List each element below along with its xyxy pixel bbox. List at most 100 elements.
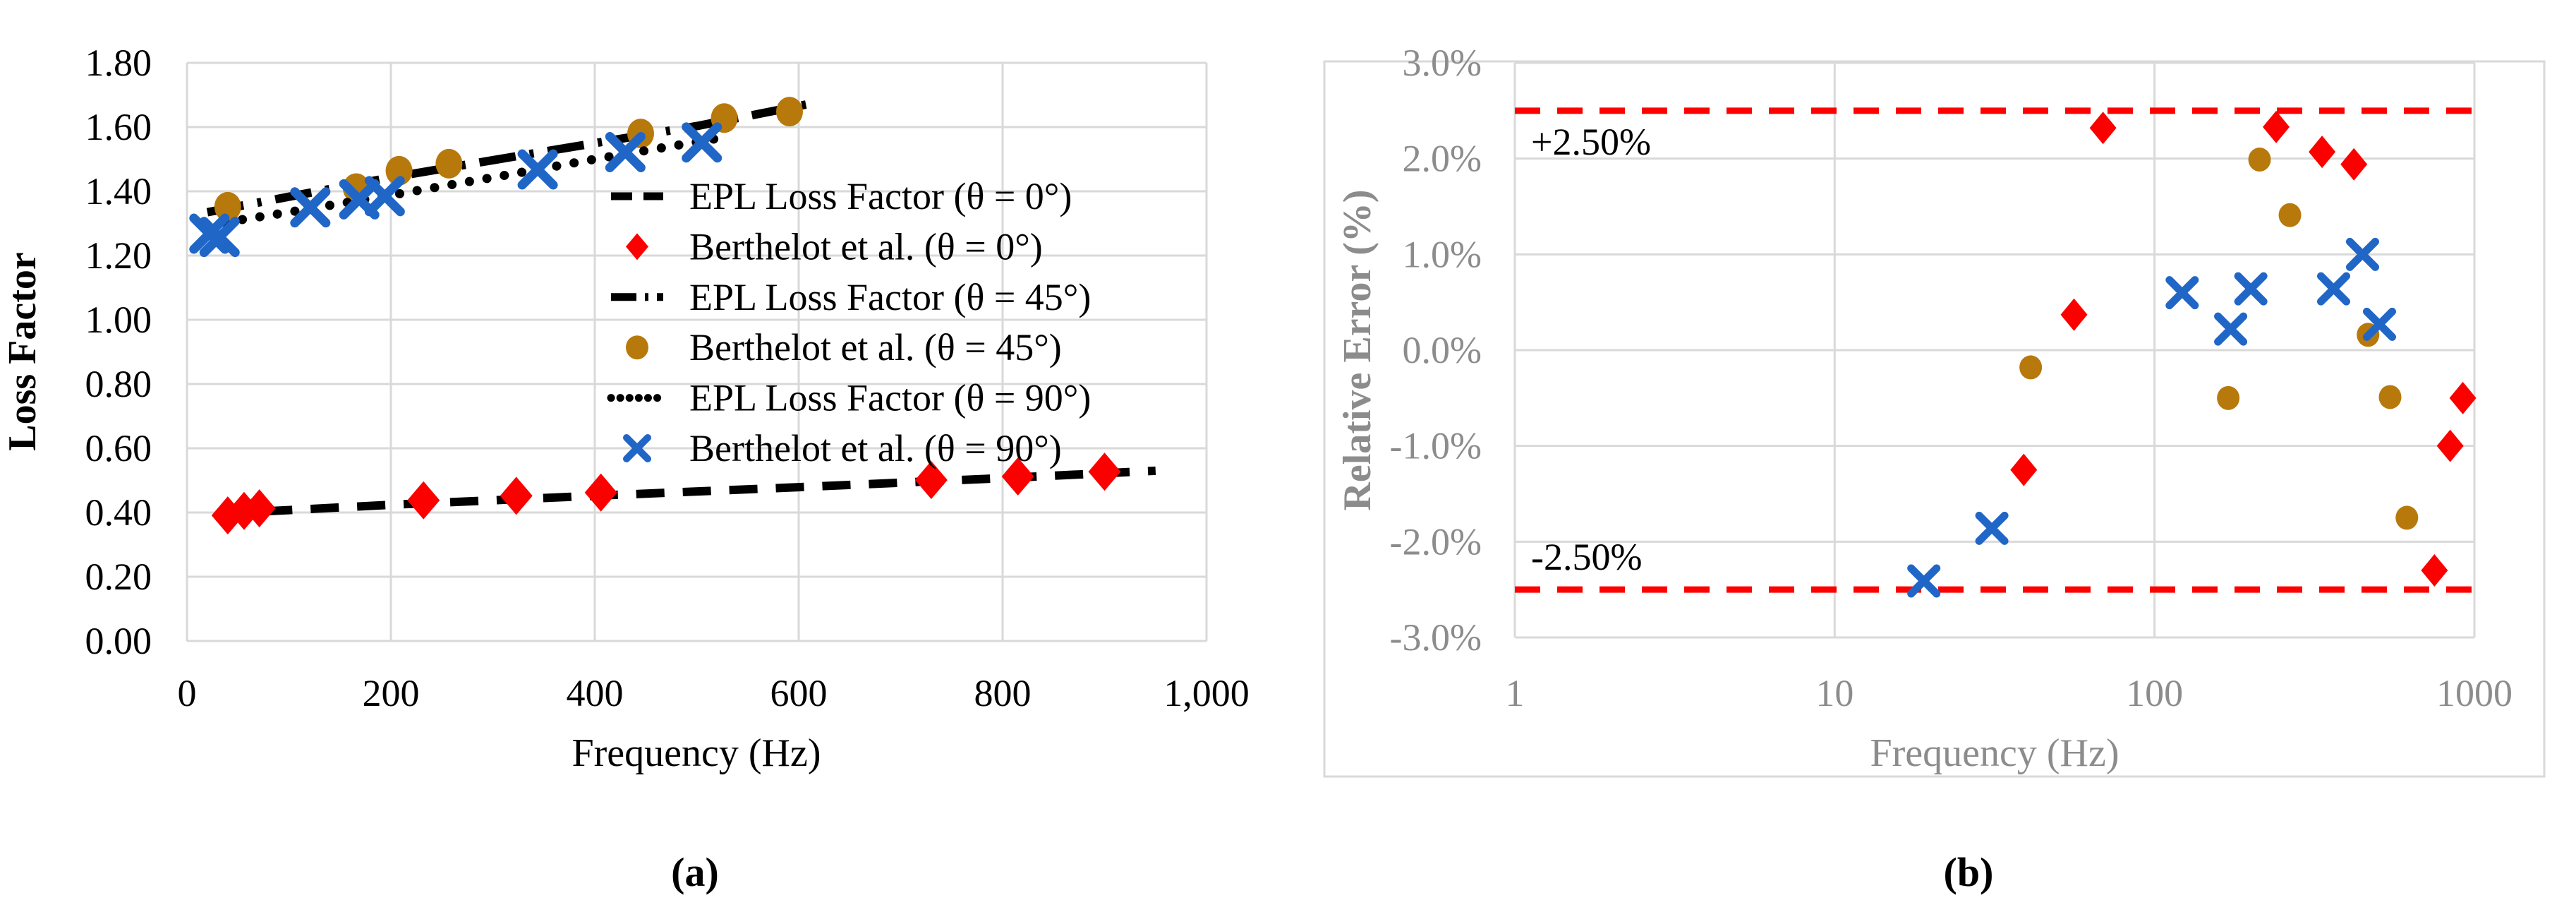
legend-a: EPL Loss Factor (θ = 0°) Berthelot et al.… <box>607 175 1091 469</box>
legend-label: Berthelot et al. (θ = 90°) <box>689 427 1062 469</box>
data-point-x <box>2214 312 2248 346</box>
reference-lines-b: +2.50% -2.50% <box>1515 107 2474 593</box>
data-point-x <box>2345 237 2379 271</box>
x-axis-title: Frequency (Hz) <box>572 731 821 775</box>
x-axis-tick-label: 800 <box>974 672 1032 714</box>
x-axis-tick-label: 0 <box>178 672 197 714</box>
x-axis-tick-label: 200 <box>363 672 420 714</box>
legend-marker-circle <box>626 335 648 360</box>
x-axis-title: Frequency (Hz) <box>1870 731 2120 775</box>
data-point-diamond <box>243 489 276 528</box>
y-axis-tick-label: 0.40 <box>85 491 152 534</box>
loss-factor-chart: 0.00 0.20 0.40 0.60 0.80 1.00 1.20 1.40 1.60 1.80… <box>1 42 1250 895</box>
y-axis-tick-label: 1.80 <box>85 42 152 84</box>
y-axis-tick-label: 0.60 <box>85 427 152 469</box>
chart-border-b <box>1323 60 2546 778</box>
data-point-circle <box>2378 385 2402 409</box>
y-axis-tick-label: 2.0% <box>1403 138 1482 180</box>
y-axis-tick-label: 1.00 <box>85 299 152 341</box>
axis-titles-b: Frequency (Hz) Relative Error (%) (b) <box>1336 189 2119 895</box>
data-point-x <box>605 131 646 172</box>
data-point-diamond <box>2089 112 2117 145</box>
panel-caption: (a) <box>671 849 719 895</box>
data-point-x <box>189 213 230 254</box>
data-point-x <box>2362 307 2396 341</box>
data-point-diamond <box>2436 429 2464 462</box>
y-axis-title: Relative Error (%) <box>1336 189 1379 510</box>
data-point-diamond <box>1088 452 1121 491</box>
data-point-diamond <box>2340 148 2368 181</box>
legend-marker-diamond <box>626 233 648 260</box>
series-a <box>189 97 1156 535</box>
y-axis-tick-label: -1.0% <box>1390 425 1482 467</box>
data-point-circle <box>775 97 803 127</box>
data-point-diamond <box>2263 110 2290 143</box>
data-point-x <box>199 217 240 258</box>
x-axis-tick-label: 1 <box>1506 672 1525 714</box>
legend-marker-x <box>623 434 651 462</box>
reference-line-label: +2.50% <box>1531 121 1651 163</box>
y-axis-tick-label: 3.0% <box>1403 42 1482 84</box>
legend-label: EPL Loss Factor (θ = 90°) <box>689 377 1091 419</box>
data-point-diamond <box>584 473 617 512</box>
chart-outer-border <box>1323 60 2546 778</box>
data-point-diamond <box>914 461 948 500</box>
data-point-circle <box>2395 505 2419 530</box>
x-axis-tick-label: 1000 <box>2436 672 2512 714</box>
data-point-x <box>517 149 558 190</box>
data-point-diamond <box>2449 381 2477 414</box>
relative-error-chart: +2.50% -2.50% 3.0% 2.0% 1.0% 0.0% -1.0% -2.0% -… <box>1323 42 2546 895</box>
y-axis-title: Loss Factor <box>1 252 44 451</box>
data-point-x <box>1907 564 1941 598</box>
y-axis-tick-label: 1.60 <box>85 106 152 148</box>
data-point-diamond <box>500 477 533 515</box>
data-point-circle <box>2217 385 2240 410</box>
tick-labels-a: 0.00 0.20 0.40 0.60 0.80 1.00 1.20 1.40 1.60 1.80… <box>85 42 1250 714</box>
y-axis-tick-label: 0.00 <box>85 620 152 662</box>
series-b <box>1907 110 2477 598</box>
data-point-x <box>2234 272 2268 306</box>
y-axis-tick-label: 1.0% <box>1403 233 1482 275</box>
data-point-circle <box>2248 148 2271 172</box>
data-point-circle <box>2019 355 2043 380</box>
axis-titles-a: Frequency (Hz) Loss Factor (a) <box>1 252 821 895</box>
legend-label: Berthelot et al. (θ = 0°) <box>689 225 1043 268</box>
x-axis-tick-label: 10 <box>1815 672 1854 714</box>
data-point-x <box>682 122 722 163</box>
data-point-diamond <box>2010 453 2038 486</box>
data-point-circle <box>2278 203 2302 227</box>
y-axis-tick-label: 0.20 <box>85 556 152 598</box>
data-point-x <box>2316 272 2350 306</box>
gridlines-a <box>186 61 1208 642</box>
data-point-x <box>2165 276 2199 310</box>
data-point-circle <box>385 155 413 186</box>
series-line-4 <box>202 133 727 230</box>
legend-label: EPL Loss Factor (θ = 45°) <box>689 276 1091 318</box>
x-axis-tick-label: 1,000 <box>1163 672 1250 714</box>
x-axis-tick-label: 100 <box>2126 672 2183 714</box>
y-axis-tick-label: -2.0% <box>1390 520 1482 563</box>
legend-label: Berthelot et al. (θ = 45°) <box>689 326 1062 368</box>
legend-label: EPL Loss Factor (θ = 0°) <box>689 175 1072 217</box>
x-axis-tick-label: 600 <box>770 672 828 714</box>
gridlines-b <box>1513 61 2476 639</box>
panel-caption: (b) <box>1944 849 1994 895</box>
data-point-diamond <box>2060 298 2088 331</box>
data-point-diamond <box>407 481 440 520</box>
series-line-2 <box>206 99 815 217</box>
data-point-circle <box>435 148 463 179</box>
y-axis-tick-label: 0.80 <box>85 363 152 405</box>
y-axis-tick-label: 1.40 <box>85 170 152 212</box>
y-axis-tick-label: -3.0% <box>1390 616 1482 659</box>
data-point-diamond <box>2421 554 2448 587</box>
data-point-diamond <box>1001 457 1034 496</box>
tick-labels-b: 3.0% 2.0% 1.0% 0.0% -1.0% -2.0% -3.0% 1 10 100 100… <box>1390 42 2512 714</box>
data-point-circle <box>214 191 241 222</box>
y-axis-tick-label: 1.20 <box>85 234 152 277</box>
x-axis-tick-label: 400 <box>567 672 624 714</box>
data-point-x <box>1975 511 2009 545</box>
data-point-x <box>290 187 331 228</box>
reference-line-label: -2.50% <box>1531 536 1642 578</box>
